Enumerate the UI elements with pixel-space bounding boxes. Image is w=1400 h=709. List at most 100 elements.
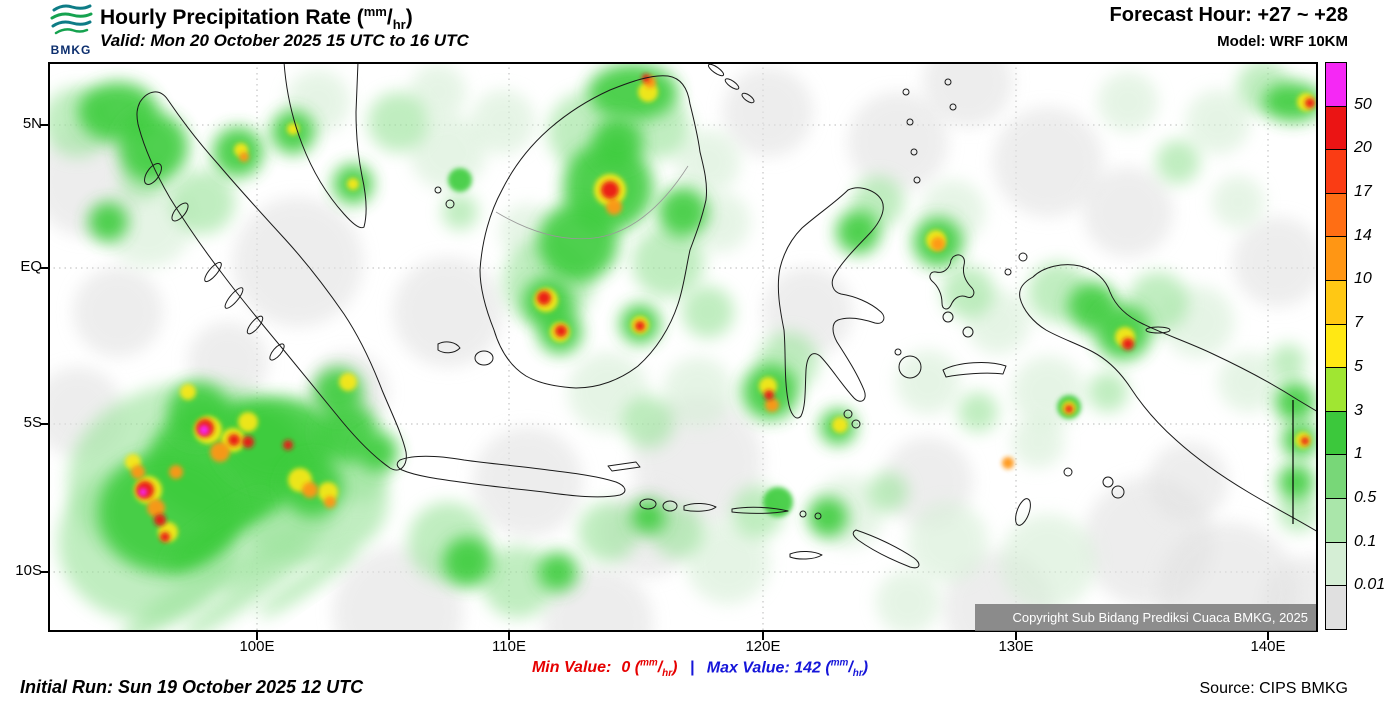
precip-blob-green <box>313 367 363 417</box>
precipitation-layer <box>48 62 1318 632</box>
precip-blob-lightgreen <box>482 546 554 618</box>
legend-segment <box>1326 455 1346 500</box>
lon-tick-mark <box>1267 632 1269 640</box>
precip-blob-palegreen <box>686 520 770 604</box>
precip-blob-green <box>538 552 578 592</box>
precip-blob-green <box>443 537 493 587</box>
lat-tick-mark <box>40 124 48 126</box>
precip-blob-green <box>1275 382 1315 422</box>
precip-blob-palegreen <box>1098 72 1158 132</box>
max-unit: (mm/hr) <box>825 658 869 680</box>
bmkg-logo-text: BMKG <box>50 43 92 57</box>
precip-blob-green <box>658 187 708 237</box>
precip-blob-magenta <box>139 488 147 496</box>
precip-blob-palegreen <box>676 130 740 194</box>
precip-blob-palegreen <box>1012 416 1064 468</box>
precip-blob-red <box>764 390 774 400</box>
min-value-label: Min Value: 0 (mm/hr) <box>531 658 678 680</box>
precip-blob-lightgreen <box>868 472 908 512</box>
precip-blob-green <box>168 496 268 568</box>
minmax-separator: | <box>689 659 695 677</box>
precip-blob-gray <box>1148 442 1228 522</box>
precip-blob-yellow <box>238 412 258 432</box>
precip-blob-red <box>160 532 170 542</box>
lon-tick-label: 120E <box>745 638 781 655</box>
precip-blob-lightgreen <box>258 546 358 618</box>
precip-blob-red <box>1065 405 1073 413</box>
legend-segment <box>1326 150 1346 194</box>
precip-blob-red <box>242 436 254 448</box>
precip-blob-orange <box>147 499 165 517</box>
precip-blob-green <box>358 432 398 472</box>
legend-value-label: 17 <box>1354 183 1372 201</box>
lon-tick-label: 140E <box>1250 638 1286 655</box>
precip-blob-lightgreen <box>1278 492 1318 532</box>
precip-blob-lightgreen <box>578 502 638 562</box>
max-value: 142 <box>794 659 821 677</box>
precip-blob-yellow <box>832 417 848 433</box>
precip-blob-red <box>555 325 567 337</box>
precip-blob-green <box>763 487 793 517</box>
model-label: Model: WRF 10KM <box>1217 33 1348 50</box>
lon-tick-label: 100E <box>239 638 275 655</box>
lat-tick-label: 5N <box>22 115 42 132</box>
precip-blob-magenta <box>199 425 209 435</box>
legend-value-label: 3 <box>1354 401 1363 419</box>
lat-tick-mark <box>40 571 48 573</box>
legend-segment <box>1326 499 1346 543</box>
legend-value-label: 1 <box>1354 445 1363 463</box>
precip-blob-gray <box>723 67 813 157</box>
precip-blob-red <box>635 321 645 331</box>
precip-blob-green <box>630 499 666 535</box>
precip-blob-lightgreen <box>682 286 734 338</box>
max-value-label: Max Value: 142 (mm/hr) <box>706 658 869 680</box>
legend-segment <box>1326 63 1346 107</box>
map-area <box>48 62 1318 632</box>
legend-segment <box>1326 324 1346 369</box>
precip-blob-gray <box>1083 167 1173 257</box>
precip-blob-orange <box>169 465 183 479</box>
precip-blob-palegreen <box>876 570 940 632</box>
lon-tick-mark <box>508 632 510 640</box>
precip-blob-palegreen <box>410 64 466 120</box>
precip-blob-green <box>808 497 848 537</box>
precip-blob-green <box>593 117 643 167</box>
precip-blob-lightgreen <box>442 194 478 230</box>
precip-blob-lightgreen <box>622 396 674 448</box>
page-title: Hourly Precipitation Rate (mm/hr) <box>100 4 413 33</box>
precip-blob-lightgreen <box>171 170 235 234</box>
precip-blob-green <box>588 64 678 120</box>
precip-blob-green <box>448 168 472 192</box>
precip-blob-red <box>601 181 619 199</box>
legend-value-label: 5 <box>1354 357 1363 375</box>
initial-run-label: Initial Run: Sun 19 October 2025 12 UTC <box>20 677 364 697</box>
precip-blob-red <box>1301 437 1309 445</box>
legend-segment <box>1326 542 1346 587</box>
precip-blob-green <box>98 452 238 572</box>
min-unit: (mm/hr) <box>634 658 678 680</box>
precip-blob-lightgreen <box>942 266 994 318</box>
precip-blob-lightgreen <box>1088 372 1128 412</box>
precip-blob-orange <box>131 465 145 479</box>
bmkg-logo: BMKG <box>46 3 96 59</box>
precip-blob-orange <box>931 237 945 251</box>
coastlines <box>136 62 1318 569</box>
precip-blob-red <box>537 291 551 305</box>
legend-value-label: 0.01 <box>1354 576 1386 594</box>
precip-blob-orange <box>210 442 230 462</box>
map-svg <box>48 62 1318 632</box>
precip-blob-palegreen <box>1212 176 1264 228</box>
minmax-line: Min Value: 0 (mm/hr) | Max Value: 142 (mm… <box>0 658 1400 680</box>
legend-value-label: 7 <box>1354 314 1363 332</box>
map-border <box>48 62 1318 632</box>
precip-blob-yellow <box>347 178 359 190</box>
precip-blob-orange <box>1002 457 1014 469</box>
lat-tick-label: EQ <box>20 258 42 275</box>
precip-blob-green <box>88 202 128 242</box>
precip-blob-palegreen <box>908 502 988 582</box>
precip-blob-orange <box>765 398 779 412</box>
lon-tick-mark <box>762 632 764 640</box>
lat-tick-mark <box>40 423 48 425</box>
forecast-hour-label: Forecast Hour: +27 ~ +28 <box>1109 4 1348 26</box>
legend-value-label: 14 <box>1354 226 1372 244</box>
